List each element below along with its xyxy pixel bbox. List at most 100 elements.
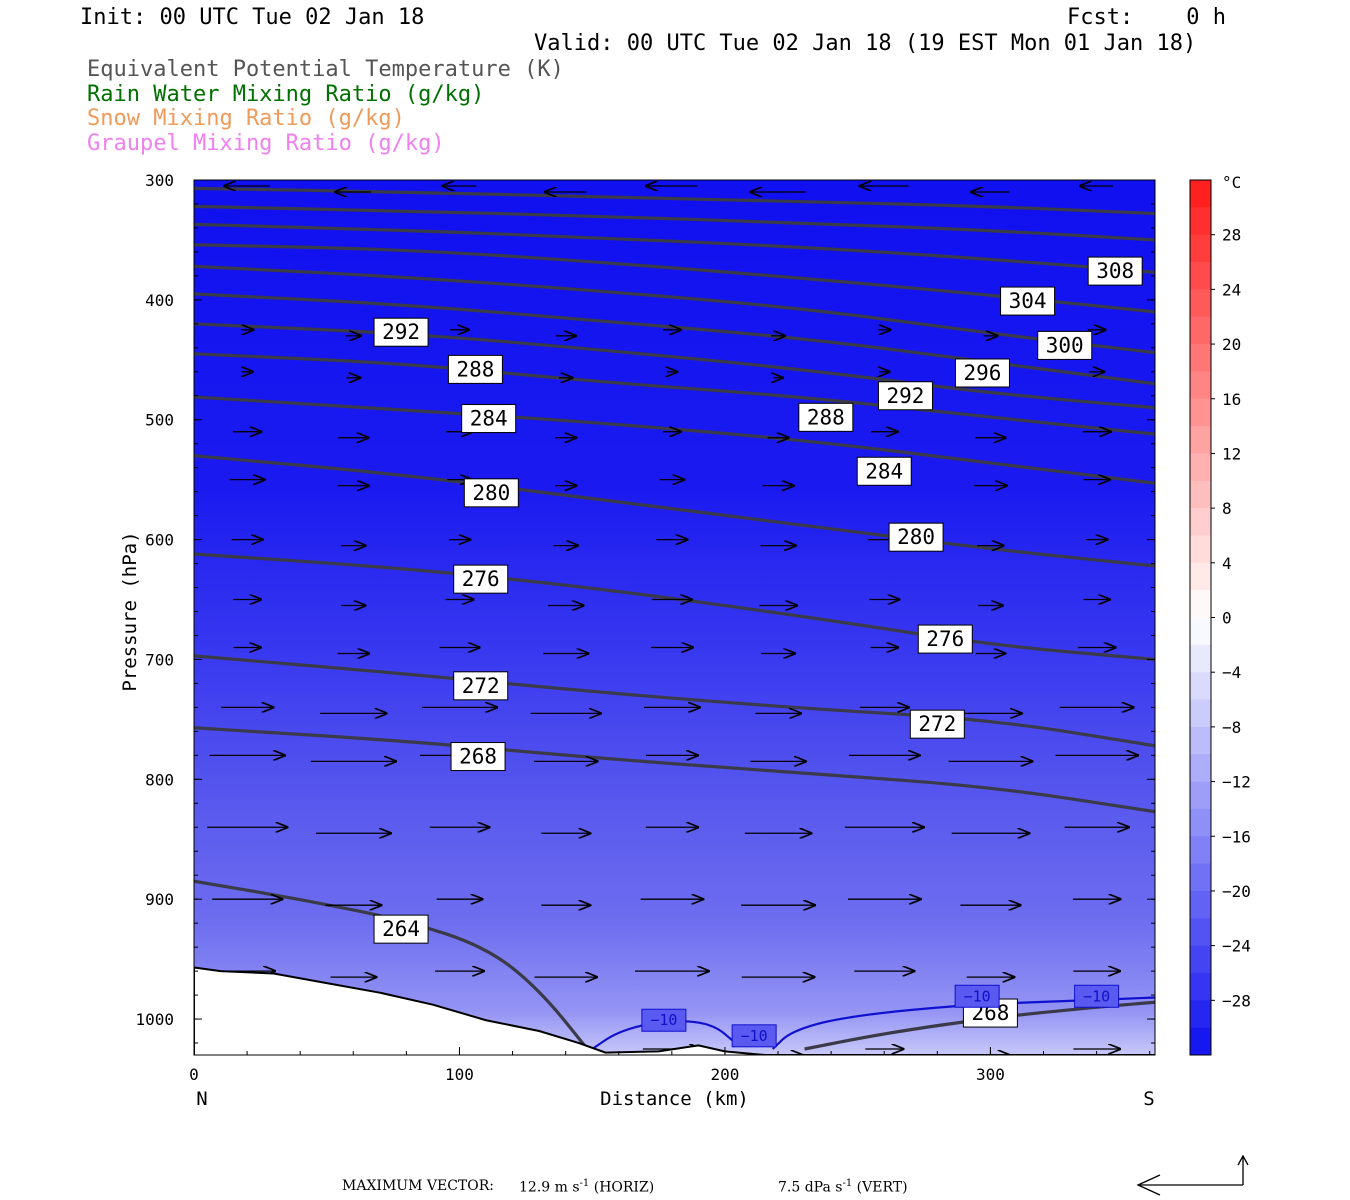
legend-theta-e: Equivalent Potential Temperature (K) [87, 57, 564, 82]
contour-label-box [888, 522, 944, 552]
horiz-value: 12.9 m s [519, 1179, 580, 1196]
contour-label-304: 304 [1009, 289, 1047, 313]
contour-label-276: 276 [926, 627, 964, 651]
temp-label-box [731, 1024, 777, 1048]
colorbar-segment [1190, 262, 1211, 290]
contour-label-276: 276 [462, 567, 500, 591]
colorbar-segment [1190, 426, 1211, 454]
contour-label-284: 284 [865, 459, 903, 483]
colorbar-segment [1190, 590, 1211, 618]
colorbar-segment [1190, 562, 1211, 591]
colorbar-tick-label: 16 [1222, 390, 1241, 409]
forecast-hour: Fcst: 0 h [1067, 5, 1226, 30]
contour-label-288: 288 [807, 405, 845, 429]
x-tick-label: 0 [189, 1065, 199, 1084]
colorbar-segment [1190, 672, 1211, 701]
colorbar-tick-label: 20 [1222, 335, 1241, 354]
colorbar-segment [1190, 754, 1211, 783]
contour-label-box [453, 671, 509, 701]
init-time: Init: 00 UTC Tue 02 Jan 18 [80, 5, 425, 30]
contour-labels: 2642682682722722762762802802842842882882… [373, 256, 1143, 1048]
contour-label-box [877, 381, 933, 411]
colorbar-segment [1190, 316, 1211, 345]
theta-e-contour-308 [194, 222, 1155, 274]
temp-label-box [641, 1008, 687, 1032]
contour-label-box [856, 456, 912, 486]
colorbar-segment [1190, 371, 1211, 400]
y-axis-label: Pressure (hPa) [119, 531, 141, 691]
theta-e-contour-296 [194, 292, 1155, 386]
colorbar-segment [1190, 453, 1211, 482]
colorbar-segment [1190, 508, 1211, 536]
theta-e-contour-268 [194, 726, 1155, 814]
colorbar-segment [1190, 863, 1211, 892]
contour-label-box [447, 354, 503, 384]
y-tick-label: 500 [145, 411, 174, 430]
contour-label-box [1037, 330, 1093, 360]
x-axis-label: Distance (km) [600, 1088, 749, 1110]
x-tick-label: 100 [445, 1065, 474, 1084]
theta-e-contour-276 [194, 552, 1155, 662]
colorbar-segment [1190, 945, 1211, 974]
theta-e-contour-284 [194, 395, 1155, 485]
theta-e-contour-292 [194, 322, 1155, 410]
colorbar-segment [1190, 398, 1211, 427]
contour-label-292: 292 [886, 384, 924, 408]
legend-graupel: Graupel Mixing Ratio (g/kg) [87, 131, 445, 156]
colorbar-segment [1190, 480, 1211, 509]
y-tick-label: 300 [145, 171, 174, 190]
colorbar-segment [1190, 808, 1211, 837]
colorbar-tick-label: 8 [1222, 499, 1232, 518]
colorbar-tick-label: −12 [1222, 773, 1251, 792]
colorbar-tick-label: 4 [1222, 554, 1232, 573]
colorbar-tick-label: 0 [1222, 609, 1232, 628]
colorbar-segment [1190, 535, 1211, 564]
colorbar-segment [1190, 617, 1211, 646]
contour-label-box [463, 478, 519, 508]
temp-label--10: −10 [741, 1027, 768, 1045]
y-tick-label: 800 [145, 770, 174, 789]
vert-value: 7.5 dPa s [778, 1179, 843, 1196]
colorbar-segment [1190, 1027, 1211, 1056]
colorbar-segment [1190, 289, 1211, 318]
colorbar-tick-label: −8 [1222, 718, 1241, 737]
contour-label-box [1087, 256, 1143, 286]
axes: 300 400 500 600 700 800 900 1000 0 100 200 300 Dista… [119, 171, 1155, 1110]
theta-e-contour-264 [194, 879, 594, 1055]
colorbar-tick-label: 12 [1222, 444, 1241, 463]
contour-label-308: 308 [1096, 259, 1134, 283]
theta-e-contour-280 [194, 454, 1155, 568]
colorbar-tick-label: 24 [1222, 280, 1241, 299]
theta-e-contour-312 [194, 204, 1155, 242]
contour-label-box [461, 404, 517, 434]
colorbar-tick-label: −24 [1222, 937, 1251, 956]
colorbar-segment [1190, 344, 1211, 372]
colorbar-segment [1190, 890, 1211, 919]
contour-label-296: 296 [963, 361, 1001, 385]
legend-snow: Snow Mixing Ratio (g/kg) [87, 106, 405, 131]
contour-label-292: 292 [382, 320, 420, 344]
x-tick-label: 200 [710, 1065, 739, 1084]
contour-label-280: 280 [897, 525, 935, 549]
terrain [194, 966, 1155, 1055]
colorbar-tick-label: −20 [1222, 882, 1251, 901]
contour-label-box [450, 742, 506, 772]
contour-label-300: 300 [1046, 333, 1084, 357]
colorbar-tick-label: −16 [1222, 827, 1251, 846]
contour-label-box [453, 564, 509, 594]
colorbar-tick-label: −28 [1222, 991, 1251, 1010]
colorbar-unit: °C [1222, 173, 1241, 192]
horiz-exp: -1 [579, 1178, 590, 1189]
contour-label-280: 280 [472, 481, 510, 505]
colorbar-segment [1190, 972, 1211, 1001]
contour-label-box [798, 402, 854, 432]
plot-area: 2642682682722722762762802802842842882882… [194, 180, 1155, 1055]
colorbar-segment [1190, 918, 1211, 947]
max-vert-vector: 7.5 dPa s-1 (VERT) [778, 1179, 908, 1195]
contour-label-264: 264 [382, 917, 420, 941]
legend-rain: Rain Water Mixing Ratio (g/kg) [87, 82, 485, 107]
contour-label-box [954, 358, 1010, 388]
colorbar-segment [1190, 207, 1211, 236]
theta-e-contour-288 [194, 352, 1155, 436]
temp-label--10: −10 [964, 987, 991, 1005]
